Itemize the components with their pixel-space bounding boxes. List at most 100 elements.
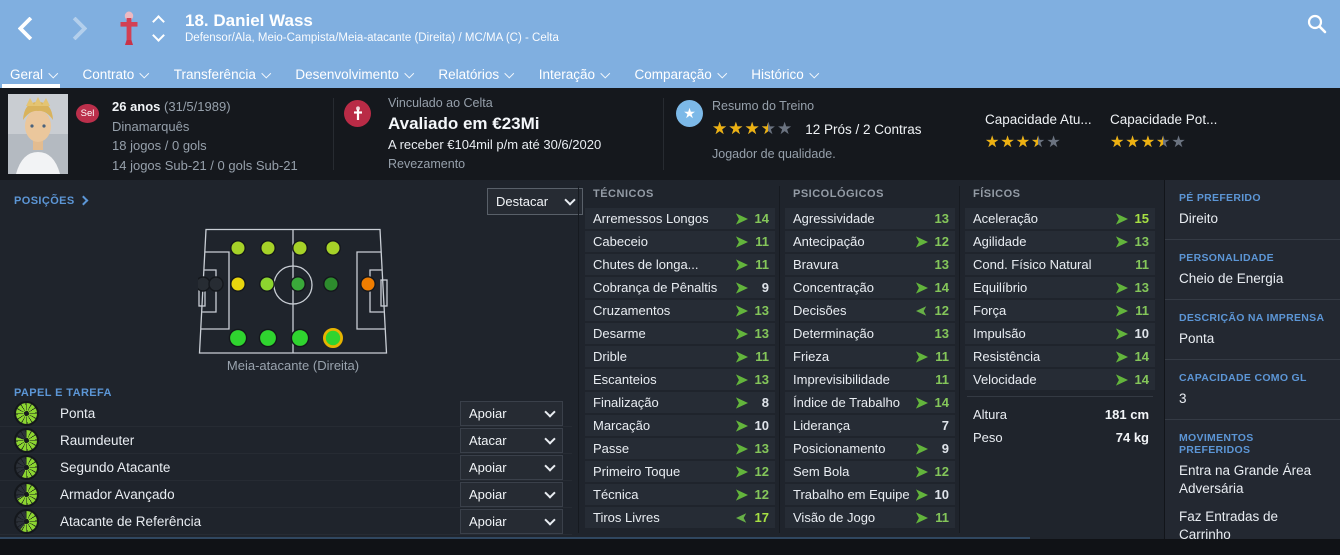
tab-relatorios[interactable]: Relatórios [438,67,515,82]
duty-value: Apoiar [469,514,507,529]
chevron-down-icon [404,68,414,78]
attribute-value: 12 [934,464,949,479]
divider [959,186,960,533]
position-dot[interactable] [325,240,341,256]
attribute-name: Técnica [593,487,639,502]
position-dot[interactable] [198,276,211,292]
trend-up-icon [734,327,749,340]
selected-position-dot[interactable] [323,328,344,349]
attribute-name: Impulsão [973,326,1026,341]
role-suitability-icon [14,427,39,453]
attribute-value: 11 [935,510,949,525]
position-dot[interactable] [208,276,224,292]
tab-interacao[interactable]: Interação [539,67,610,82]
physical-info-value: 181 cm [1104,407,1149,422]
sidebar-section-value: Entra na Grande Área Adversária [1179,463,1312,496]
position-dot[interactable] [292,240,308,256]
contract-block: Vinculado ao Celta Avaliado em €23Mi A r… [388,95,601,172]
tab-transferencia[interactable]: Transferência [173,67,271,82]
chevron-right-icon [62,15,88,41]
sidebar-section-heading: CAPACIDADE COMO GL [1179,372,1307,384]
star-fill: ★ [1156,135,1164,151]
tab-contrato[interactable]: Contrato [82,67,150,82]
role-row[interactable]: Atacante de Referência Apoiar [0,508,572,535]
forward-button[interactable] [58,11,92,45]
duty-dropdown[interactable]: Atacar [460,428,563,453]
duty-dropdown[interactable]: Apoiar [460,401,563,426]
role-row[interactable]: Segundo Atacante Apoiar [0,454,572,481]
trend-up-icon [914,235,929,248]
position-dot[interactable] [290,276,306,292]
role-row[interactable]: Raumdeuter Atacar [0,427,572,454]
trend-up-icon [734,488,749,501]
tab-historico[interactable]: Histórico [751,67,819,82]
chevron-down-icon [504,68,515,78]
attribute-row: Desarme 13 [585,323,775,344]
attribute-value: 14 [934,280,949,295]
duty-dropdown[interactable]: Apoiar [460,482,563,507]
search-icon[interactable] [1306,13,1328,35]
attribute-value: 12 [754,487,769,502]
attribute-value: 13 [754,441,769,456]
positions-heading[interactable]: POSIÇÕES [14,195,89,207]
position-dot[interactable] [323,276,339,292]
current-ability: Capacidade Atu... ★★★★★★★★★★ [985,112,1092,152]
chevron-down-icon [544,406,556,418]
role-row[interactable]: Ponta Apoiar [0,400,572,427]
attribute-name: Agressividade [793,211,875,226]
physical-info-label: Peso [973,430,1003,445]
star-icon: ★★ [1000,134,1015,151]
duty-dropdown[interactable]: Apoiar [460,509,563,534]
trend-up-icon [914,488,929,501]
trend-up-icon [734,235,749,248]
role-list: Ponta Apoiar Raumdeuter Atacar Segundo Ataca… [0,400,572,535]
role-name: Ponta [60,405,96,421]
trend-up-icon [1114,327,1129,340]
position-dot[interactable] [258,328,278,348]
attribute-name: Força [973,303,1007,318]
attribute-name: Cobrança de Pênaltis [593,280,718,295]
attribute-name: Visão de Jogo [793,510,876,525]
tab-label: Desenvolvimento [295,67,399,82]
position-dot[interactable] [290,328,310,348]
star-fill: ★ [1110,135,1125,151]
main-content: POSIÇÕES Destacar Meia-atacante (Direita… [0,180,1340,542]
attribute-row: Cobrança de Pênaltis 9 [585,277,775,298]
attribute-name: Aceleração [973,211,1039,226]
tab-label: Comparação [634,67,712,82]
chevron-down-icon [544,433,556,445]
training-star-icon: ★ [676,100,703,127]
sidebar-section-value: Cheio de Energia [1179,271,1284,286]
attribute-value: 10 [934,487,949,502]
attribute-row: Agressividade 13 [785,208,955,229]
divider [779,186,780,533]
position-dot[interactable] [230,276,246,292]
position-dot[interactable] [259,276,275,292]
tab-geral[interactable]: Geral [10,67,58,82]
tab-desenvolvimento[interactable]: Desenvolvimento [295,67,414,82]
player-details: 26 anos (31/5/1989) Dinamarquês 18 jogos… [112,97,298,175]
position-dot[interactable] [260,240,276,256]
chevron-down-icon [139,68,150,78]
position-dot[interactable] [228,328,248,348]
attribute-value: 13 [934,257,949,272]
player-switcher[interactable] [152,14,165,42]
role-row[interactable]: Armador Avançado Apoiar [0,481,572,508]
highlight-dropdown[interactable]: Destacar [487,188,583,215]
attribute-name: Finalização [593,395,659,410]
tab-comparacao[interactable]: Comparação [634,67,727,82]
position-dot[interactable] [360,276,376,292]
chevron-down-icon [544,487,556,499]
trend-up-icon [734,419,749,432]
duty-dropdown[interactable]: Apoiar [460,455,563,480]
profile-band: Sel 26 anos (31/5/1989) Dinamarquês 18 j… [0,88,1340,180]
tab-label: Transferência [173,67,256,82]
position-dot[interactable] [230,240,246,256]
attributes-panel: TÉCNICOS Arremessos Longos 14 Cabeceio 11 Chu… [578,180,1164,539]
tab-label: Contrato [82,67,135,82]
divider [578,186,579,533]
star-icon: ★★ [1015,134,1031,151]
back-button[interactable] [12,11,46,45]
sidebar-section-value: 3 [1179,391,1187,406]
trend-up-icon [1114,304,1129,317]
